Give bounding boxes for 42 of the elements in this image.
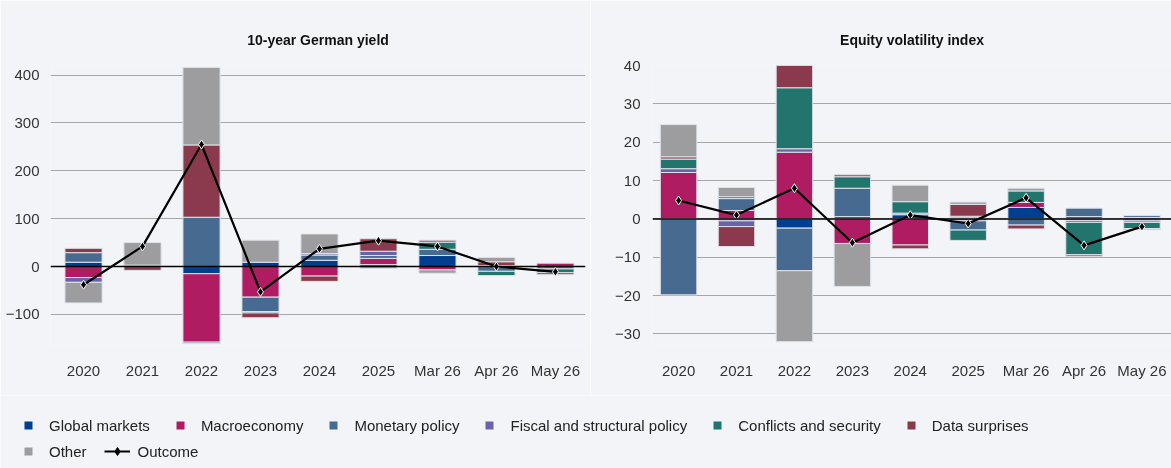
y-tick-label: 30 [623, 94, 641, 112]
x-tick-label: 2024 [893, 361, 927, 379]
legend-label: Conflicts and security [738, 415, 881, 435]
y-tick-label: 400 [14, 66, 40, 84]
x-tick-label: 2022 [184, 361, 219, 379]
x-tick-label: Mar 26 [1002, 361, 1050, 379]
legend-label: Other [49, 441, 87, 461]
x-tick-label: 2025 [951, 361, 985, 379]
legend-label: Data surprises [931, 415, 1029, 435]
legend-label: Macroeconomy [200, 415, 304, 435]
y-tick-label: 0 [632, 209, 641, 227]
y-tick-label: −20 [615, 286, 641, 304]
x-tick-label: Apr 26 [474, 361, 519, 379]
y-tick-label: 40 [623, 56, 641, 74]
x-tick-label: Mar 26 [414, 361, 461, 379]
y-tick-label: 20 [623, 133, 641, 151]
legend-label: Monetary policy [354, 415, 460, 435]
y-tick-label: −10 [615, 248, 641, 266]
y-tick-label: −30 [615, 324, 641, 342]
x-tick-label: Apr 26 [1061, 361, 1107, 379]
x-tick-label: 2020 [661, 361, 696, 379]
y-tick-label: 100 [14, 209, 40, 227]
legend-label: Global markets [49, 415, 150, 435]
x-tick-label: 2023 [835, 361, 870, 379]
x-tick-label: May 26 [1117, 361, 1167, 379]
x-tick-label: 2024 [302, 361, 337, 379]
y-tick-label: 200 [14, 161, 40, 179]
x-tick-label: 2021 [719, 361, 754, 379]
y-tick-label: 300 [14, 113, 40, 131]
legend-label: Fiscal and structural policy [510, 415, 688, 435]
x-tick-label: 2020 [66, 361, 101, 379]
x-tick-label: 2021 [125, 361, 160, 379]
x-tick-label: 2022 [777, 361, 812, 379]
chart-title: Equity volatility index [840, 31, 985, 48]
y-tick-label: 0 [31, 257, 40, 275]
x-tick-label: May 26 [530, 361, 581, 379]
x-tick-label: 2025 [361, 361, 396, 379]
x-tick-label: 2023 [243, 361, 278, 379]
chart-title: 10-year German yield [247, 31, 389, 48]
y-tick-label: 10 [623, 171, 641, 189]
legend-label: Outcome [137, 441, 199, 461]
y-tick-label: −100 [5, 305, 40, 323]
